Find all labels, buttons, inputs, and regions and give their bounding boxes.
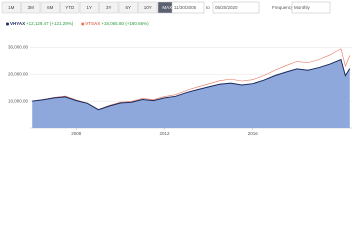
range-button[interactable] [79, 1, 99, 14]
range-button-label[interactable]: 5Y [125, 5, 131, 10]
range-button-label[interactable]: 1M [8, 5, 15, 10]
chart: to Frequency 1M 3M 6M YTD 1Y 3Y 5Y 10Y MAX 11/30/… [1, 1, 352, 137]
range-button[interactable] [1, 1, 21, 14]
legend-ticker: VTSAX [85, 21, 100, 26]
range-button-label[interactable]: 1Y [86, 5, 92, 10]
range-button[interactable] [118, 1, 138, 14]
legend-swatch [81, 22, 85, 26]
range-button-label[interactable]: 3M [28, 5, 35, 10]
legend-ticker: VHYAX [10, 21, 25, 26]
range-button[interactable] [60, 1, 80, 14]
frequency-select[interactable] [291, 1, 331, 14]
legend-change: +12,129.47 (+121.29%) [26, 21, 74, 26]
end-date: 05/20/2020 [215, 5, 238, 10]
range-button[interactable] [138, 1, 158, 14]
range-button[interactable] [40, 1, 60, 14]
range-button-label[interactable]: YTD [65, 5, 75, 10]
frequency-label: Frequency [272, 5, 294, 10]
legend-change: +18,065.80 (+180.66%) [101, 21, 149, 26]
page: to Frequency 1M 3M 6M YTD 1Y 3Y 5Y 10Y MAX 11/30/… [1, 1, 352, 137]
start-date: 11/30/2005 [174, 5, 197, 10]
y-tick-label: 30,000.00 [8, 45, 29, 50]
end-date-input[interactable] [212, 1, 260, 14]
range-button-label[interactable]: MAX [162, 5, 172, 10]
range-button[interactable] [99, 1, 119, 14]
start-date-input[interactable] [171, 1, 205, 14]
area [32, 59, 350, 129]
series-line [32, 58, 351, 111]
range-button-label[interactable]: 6M [47, 5, 54, 10]
x-tick-label: 2012 [160, 131, 171, 136]
range-button[interactable] [21, 1, 41, 14]
range-button-label[interactable]: 10Y [144, 5, 152, 10]
frequency-value: Monthly [294, 5, 311, 10]
range-button-label[interactable]: 3Y [106, 5, 112, 10]
x-tick-label: 2008 [71, 131, 82, 136]
to-label: to [206, 5, 210, 10]
legend-swatch [6, 22, 9, 26]
y-tick-label: 10,000.00 [8, 98, 29, 103]
x-tick-label: 2016 [248, 131, 259, 136]
y-tick-label: 20,000.00 [8, 71, 29, 76]
